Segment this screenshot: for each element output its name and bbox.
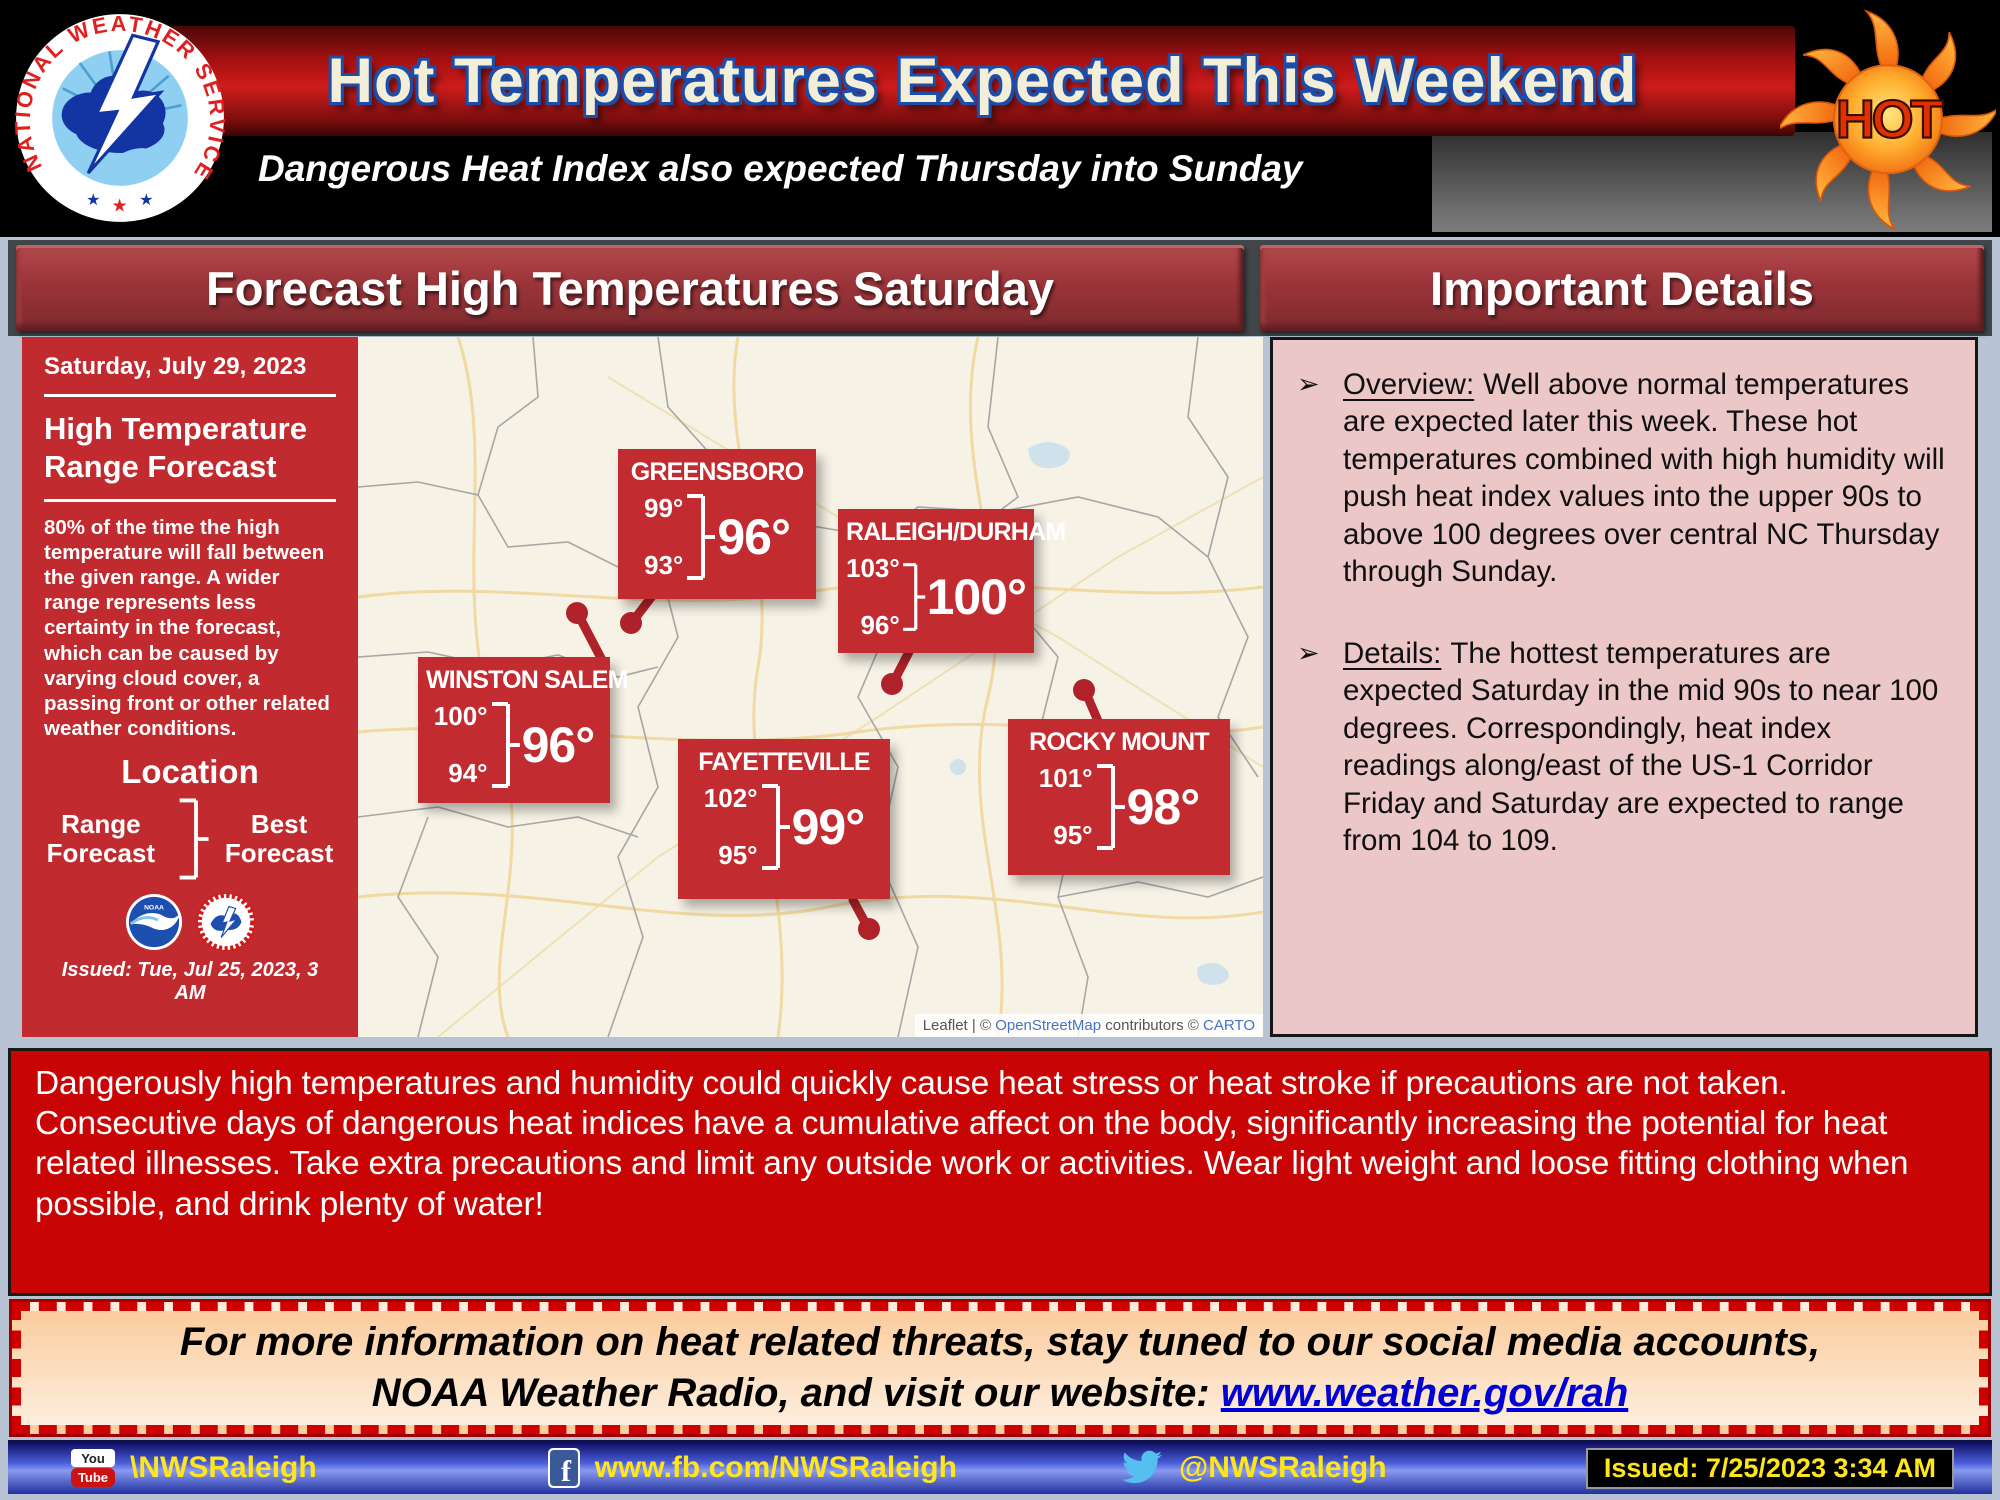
- carto-link[interactable]: CARTO: [1203, 1017, 1255, 1034]
- forecast-map[interactable]: GREENSBORO 99° 93° 96° RALEIGH/DURHAM 10…: [358, 337, 1263, 1037]
- city-name: ROCKY MOUNT: [1029, 728, 1209, 756]
- city-callout-fayetteville: FAYETTEVILLE 102° 95° 99°: [678, 739, 890, 899]
- issued-timestamp: Issued: 7/25/2023 3:34 AM: [1585, 1447, 1954, 1489]
- hot-badge-text: HOT: [1836, 90, 1944, 150]
- svg-text:f: f: [561, 1455, 572, 1488]
- range-low: 94°: [448, 758, 488, 788]
- facebook-icon[interactable]: f: [547, 1447, 581, 1489]
- header: Hot Temperatures Expected This Weekend D…: [0, 0, 2000, 237]
- sidebar-heading: High Temperature Range Forecast: [44, 411, 307, 484]
- best-forecast-temp: 96°: [717, 509, 791, 565]
- facebook-url[interactable]: www.fb.com/NWSRaleigh: [594, 1451, 957, 1484]
- range-bracket-icon: [761, 784, 790, 870]
- range-high: 100°: [433, 701, 488, 731]
- more-info-box: For more information on heat related thr…: [9, 1299, 1991, 1437]
- details-label: Details:: [1343, 636, 1442, 670]
- svg-text:You: You: [81, 1451, 105, 1466]
- details-bullet: ➢ Details: The hottest temperatures are e…: [1297, 635, 1947, 860]
- footer-social-bar: You Tube \NWSRaleigh f www.fb.com/NWSRal…: [8, 1440, 1992, 1494]
- city-callout-raleigh-durham: RALEIGH/DURHAM 103° 96° 100°: [838, 509, 1066, 653]
- sidebar-issued: Issued: Tue, Jul 25, 2023, 3 AM: [61, 959, 319, 1005]
- noaa-logo-icon: NOAA: [125, 894, 183, 951]
- overview-bullet: ➢ Overview: Well above normal temperature…: [1297, 366, 1947, 591]
- left-section-header: Forecast High Temperatures Saturday: [16, 245, 1244, 331]
- range-high: 103°: [846, 553, 900, 583]
- website-link[interactable]: www.weather.gov/rah: [1220, 1371, 1629, 1415]
- best-forecast-temp: 98°: [1126, 779, 1201, 835]
- city-name: FAYETTEVILLE: [698, 748, 870, 776]
- overview-label: Overview:: [1343, 368, 1475, 401]
- svg-text:★: ★: [139, 192, 153, 209]
- best-forecast-temp: 100°: [926, 569, 1027, 625]
- range-bracket-icon: [1096, 764, 1125, 850]
- section-bars: Forecast High Temperatures Saturday Impo…: [8, 240, 1992, 336]
- range-bracket-icon: [687, 494, 716, 580]
- range-bracket-icon: [902, 563, 926, 631]
- range-high: 102°: [703, 783, 758, 813]
- best-forecast-temp: 99°: [791, 799, 866, 855]
- city-name: GREENSBORO: [630, 458, 804, 486]
- heat-warning-text: Dangerously high temperatures and humidi…: [8, 1048, 1992, 1296]
- range-legend: Range Forecast Best Forecast: [44, 793, 336, 885]
- info-line2-prefix: NOAA Weather Radio, and visit our websit…: [371, 1371, 1221, 1415]
- city-callout-rocky-mount: ROCKY MOUNT 101° 95° 98°: [1008, 719, 1230, 875]
- svg-text:★: ★: [112, 195, 128, 215]
- city-name: WINSTON SALEM: [426, 666, 628, 694]
- svg-text:Tube: Tube: [78, 1470, 108, 1485]
- best-forecast-temp: 96°: [521, 717, 596, 773]
- important-details-panel: ➢ Overview: Well above normal temperature…: [1270, 337, 1978, 1037]
- svg-text:★: ★: [86, 192, 100, 209]
- youtube-handle[interactable]: \NWSRaleigh: [130, 1451, 317, 1484]
- overview-text: Well above normal temperatures are expec…: [1343, 368, 1945, 589]
- info-line2: NOAA Weather Radio, and visit our websit…: [372, 1371, 1629, 1416]
- attribution-prefix: Leaflet | ©: [922, 1017, 996, 1034]
- range-low: 93°: [644, 550, 684, 580]
- nws-logo-icon: NATIONAL WEATHER SERVICE ★ ★ ★: [10, 2, 228, 234]
- city-pins: [566, 590, 1103, 940]
- youtube-icon[interactable]: You Tube: [70, 1448, 116, 1488]
- twitter-bird-icon[interactable]: [1117, 1447, 1165, 1489]
- range-low: 95°: [718, 840, 758, 870]
- page-subtitle: Dangerous Heat Index also expected Thurs…: [258, 148, 1303, 189]
- city-name: RALEIGH/DURHAM: [846, 518, 1066, 546]
- best-forecast-label: Best Forecast: [224, 809, 334, 869]
- info-line1: For more information on heat related thr…: [179, 1320, 1821, 1364]
- map-attribution: Leaflet | © OpenStreetMap contributors ©…: [914, 1014, 1263, 1037]
- attribution-middle: contributors ©: [1101, 1017, 1204, 1034]
- details-text: The hottest temperatures are expected Sa…: [1343, 636, 1939, 857]
- noaa-logo-text: NOAA: [144, 905, 164, 912]
- sidebar-description: 80% of the time the high temperature wil…: [44, 515, 330, 741]
- forecast-sidebar: Saturday, July 29, 2023 High Temperature…: [22, 337, 358, 1037]
- range-forecast-label: Range Forecast: [46, 809, 156, 869]
- range-high: 101°: [1038, 763, 1093, 793]
- divider: [44, 498, 336, 502]
- range-low: 95°: [1053, 820, 1093, 850]
- range-low: 96°: [860, 610, 900, 640]
- hot-sun-icon: HOT: [1776, 0, 2000, 234]
- right-section-header: Important Details: [1260, 245, 1984, 331]
- forecast-date: Saturday, July 29, 2023: [44, 353, 307, 380]
- title-banner: Hot Temperatures Expected This Weekend: [170, 26, 1795, 136]
- city-callout-winston-salem: WINSTON SALEM 100° 94° 96°: [418, 657, 628, 803]
- city-callout-greensboro: GREENSBORO 99° 93° 96°: [618, 449, 816, 599]
- range-bracket-icon: [179, 798, 209, 880]
- location-label: Location: [121, 753, 259, 791]
- range-bracket-icon: [491, 702, 520, 788]
- openstreetmap-link[interactable]: OpenStreetMap: [995, 1017, 1102, 1034]
- range-high: 99°: [644, 493, 684, 523]
- twitter-handle[interactable]: @NWSRaleigh: [1178, 1451, 1387, 1484]
- divider: [44, 394, 336, 397]
- nws-small-logo-icon: [197, 893, 255, 952]
- bullet-arrow-icon: ➢: [1297, 637, 1320, 668]
- bullet-arrow-icon: ➢: [1297, 369, 1320, 399]
- page-title: Hot Temperatures Expected This Weekend: [327, 46, 1638, 116]
